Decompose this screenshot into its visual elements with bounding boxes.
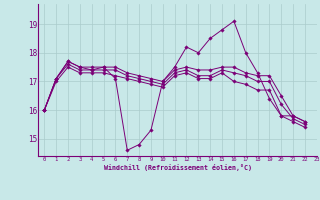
X-axis label: Windchill (Refroidissement éolien,°C): Windchill (Refroidissement éolien,°C) [104,164,252,171]
